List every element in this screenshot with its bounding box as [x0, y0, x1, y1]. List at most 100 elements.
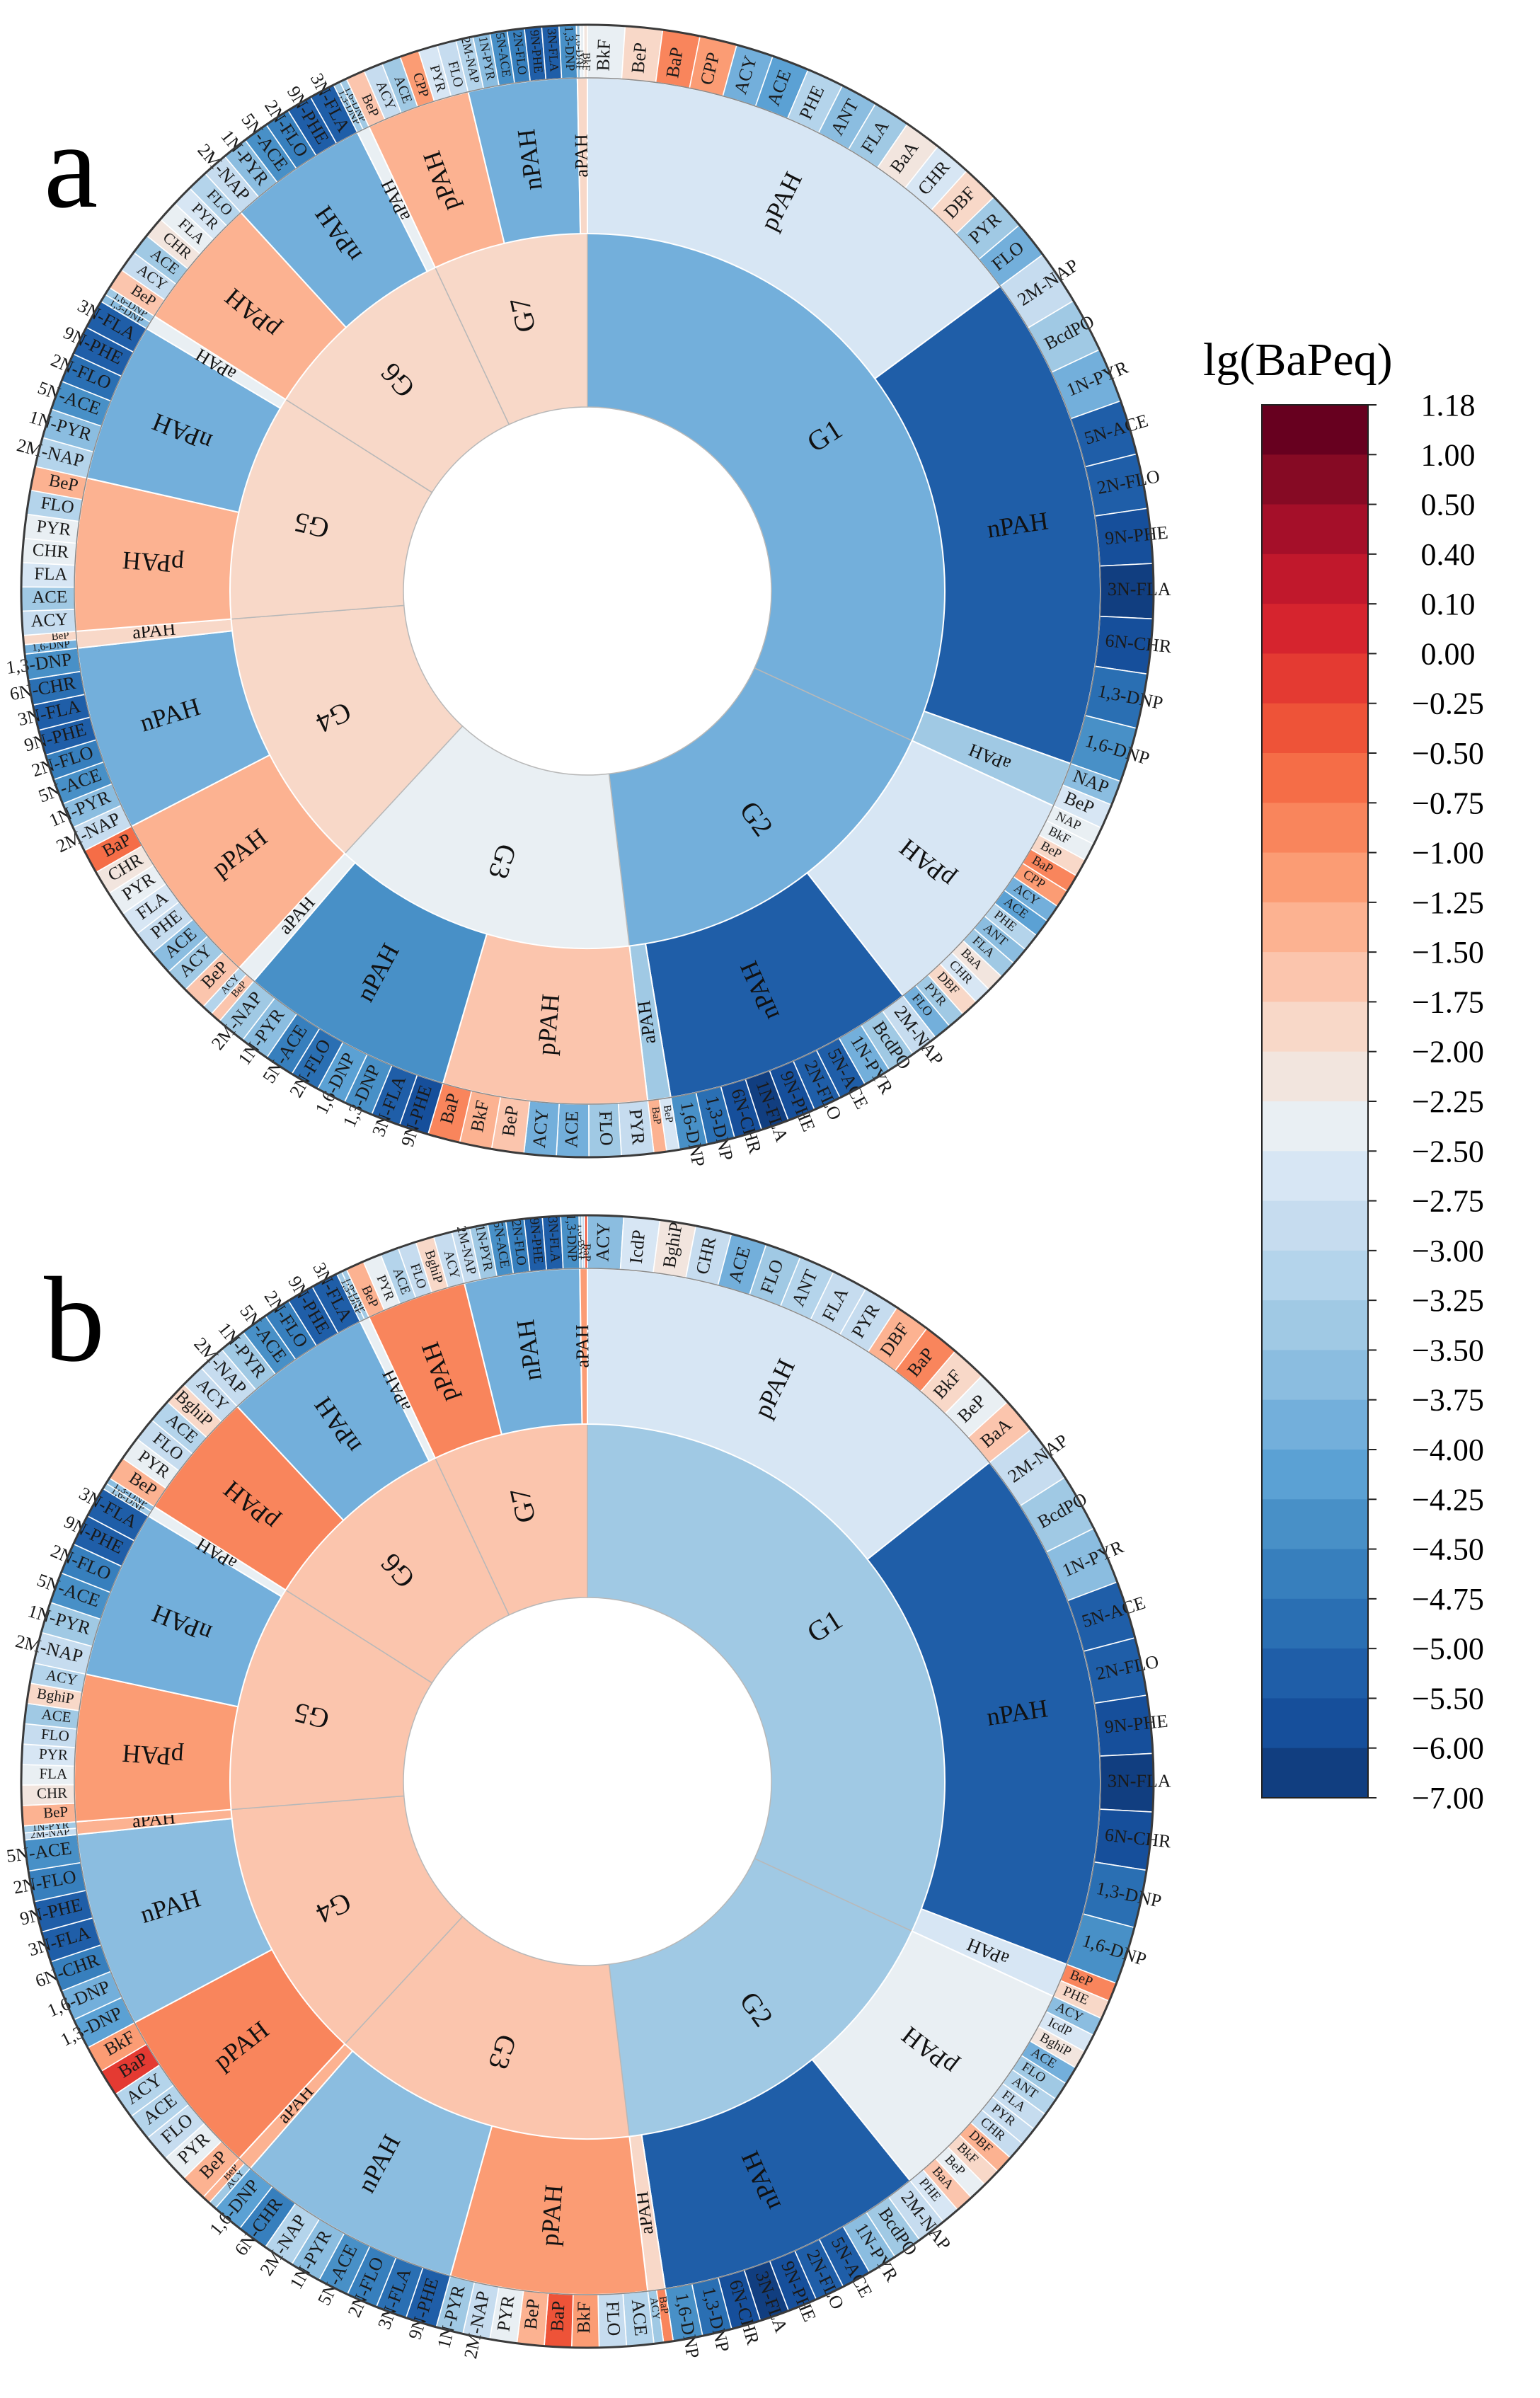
- compound-label: BaP: [546, 2300, 568, 2332]
- compound-label: BkF: [592, 39, 614, 71]
- colorbar-tick-label: −6.00: [1412, 1731, 1484, 1766]
- colorbar-bin: [1262, 405, 1368, 455]
- colorbar-tick-label: −2.25: [1412, 1084, 1484, 1119]
- colorbar-tick-label: 1.00: [1421, 437, 1476, 472]
- compound-label: FLO: [40, 1726, 70, 1745]
- colorbar-tick-label: −3.25: [1412, 1283, 1484, 1318]
- colorbar-tick-label: −3.75: [1412, 1383, 1484, 1418]
- compound-label: 3N-FLA: [1108, 1771, 1171, 1791]
- compound-label: CHR: [32, 540, 69, 562]
- compound-label: ACE: [32, 587, 67, 607]
- colorbar-tick-label: −1.00: [1412, 836, 1484, 871]
- colorbar-bin: [1262, 1648, 1368, 1699]
- colorbar-bin: [1262, 1350, 1368, 1401]
- colorbar-tick-label: −1.75: [1412, 985, 1484, 1019]
- outer-ring-outline: [20, 23, 1155, 1159]
- compound-label: ACY: [30, 610, 69, 631]
- colorbar-bin: [1262, 902, 1368, 953]
- colorbar-bin: [1262, 604, 1368, 655]
- compound-label: 3N-FLA: [545, 28, 562, 73]
- colorbar-tick-label: −4.25: [1412, 1482, 1484, 1517]
- colorbar-bin: [1262, 1200, 1368, 1251]
- colorbar-tick-label: −1.50: [1412, 935, 1484, 970]
- colorbar-bin: [1262, 803, 1368, 854]
- colorbar-bin: [1262, 1450, 1368, 1500]
- colorbar-tick-label: −3.00: [1412, 1234, 1484, 1268]
- compound-label: FLO: [602, 2301, 624, 2336]
- compound-label: PYR: [39, 1745, 69, 1764]
- compound-label: ACY: [592, 1222, 614, 1262]
- compound-label: BeP: [628, 42, 651, 74]
- compound-label: BeP: [498, 1104, 522, 1137]
- colorbar-bin: [1262, 1598, 1368, 1649]
- colorbar-bin: [1262, 553, 1368, 604]
- colorbar-tick-label: −4.00: [1412, 1433, 1484, 1467]
- compound-label: FLO: [595, 1111, 617, 1146]
- colorbar-tick-label: 1.18: [1421, 388, 1476, 423]
- compound-label: PYR: [35, 517, 72, 539]
- colorbar-bin: [1262, 1002, 1368, 1052]
- compound-label: BaP: [649, 1106, 662, 1125]
- group-label: G7: [503, 294, 542, 335]
- compound-label: BeP: [42, 1803, 68, 1821]
- compound-label: 3N-FLA: [1108, 579, 1171, 600]
- compound-label: PYR: [625, 1108, 648, 1147]
- group-label: G7: [503, 1485, 542, 1526]
- colorbar-tick-label: −7.00: [1412, 1781, 1484, 1815]
- compound-label: BkF: [580, 52, 592, 71]
- compound-ring-inner-edge: [74, 1268, 1101, 2295]
- colorbar-bin: [1262, 703, 1368, 754]
- colorbar-tick-label: −2.75: [1412, 1184, 1484, 1219]
- category-label: aPAH: [571, 134, 592, 178]
- colorbar-tick-label: −4.75: [1412, 1582, 1484, 1617]
- compound-label: 1,3-DNP: [563, 1214, 580, 1262]
- colorbar-bin: [1262, 454, 1368, 505]
- colorbar-tick-label: 0.40: [1421, 537, 1476, 572]
- compound-label: BaP: [657, 2295, 670, 2314]
- colorbar-tick-label: 0.50: [1421, 488, 1476, 522]
- category-label: aPAH: [572, 1324, 592, 1368]
- colorbar-bin: [1262, 952, 1368, 1003]
- compound-label: ACE: [628, 2298, 652, 2336]
- colorbar-bin: [1262, 1499, 1368, 1550]
- category-label: pPAH: [535, 2184, 568, 2247]
- colorbar-title: lg(BaPeq): [1203, 334, 1393, 386]
- category-label: pPAH: [531, 993, 565, 1057]
- colorbar-tick-label: −5.00: [1412, 1631, 1484, 1666]
- colorbar-tick-label: −0.50: [1412, 736, 1484, 771]
- colorbar-tick-label: −2.00: [1412, 1035, 1484, 1069]
- panel-label-b: b: [44, 1253, 105, 1387]
- colorbar-bin: [1262, 1399, 1368, 1450]
- category-label: pPAH: [122, 546, 185, 579]
- colorbar-bin: [1262, 1300, 1368, 1351]
- colorbar-bin: [1262, 1748, 1368, 1798]
- compound-label: BeP: [520, 2298, 544, 2331]
- colorbar-tick-label: −0.25: [1412, 687, 1484, 721]
- category-label: pPAH: [121, 1739, 184, 1772]
- colorbar-bin: [1262, 504, 1368, 555]
- colorbar-tick-label: −2.50: [1412, 1134, 1484, 1169]
- compound-label: CHR: [37, 1784, 68, 1802]
- colorbar-tick-label: −5.50: [1412, 1681, 1484, 1716]
- compound-label: BaP: [581, 1244, 592, 1261]
- colorbar-bin: [1262, 753, 1368, 803]
- compound-label: BkF: [573, 2302, 594, 2334]
- compound-label: ACY: [529, 1108, 553, 1149]
- colorbar-bin: [1262, 1151, 1368, 1202]
- colorbar-bin: [1262, 1051, 1368, 1102]
- colorbar-tick-label: −3.50: [1412, 1333, 1484, 1367]
- compound-ring-inner-edge: [74, 77, 1101, 1105]
- colorbar-bin: [1262, 653, 1368, 704]
- colorbar-bin: [1262, 852, 1368, 903]
- colorbar-bin: [1262, 1698, 1368, 1749]
- compound-label: BeP: [661, 1104, 675, 1123]
- compound-label: 1,3-DNP: [562, 25, 578, 71]
- colorbar-tick-label: −1.25: [1412, 885, 1484, 920]
- compound-label: 3N-FLA: [545, 1216, 563, 1263]
- colorbar-tick-label: 0.00: [1421, 636, 1476, 671]
- colorbar-tick-label: −0.75: [1412, 786, 1484, 820]
- colorbar-bin: [1262, 1101, 1368, 1152]
- outer-ring-outline: [20, 1214, 1155, 2349]
